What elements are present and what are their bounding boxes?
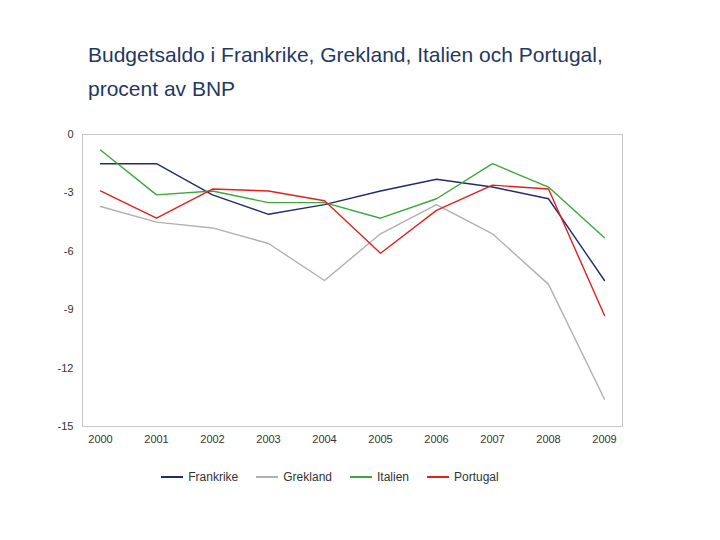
svg-text:2008: 2008 <box>536 433 560 445</box>
html-text:Grekland: Grekland <box>283 470 332 484</box>
svg-text:2000: 2000 <box>88 433 112 445</box>
svg-text:2001: 2001 <box>144 433 168 445</box>
svg-text:2002: 2002 <box>200 433 224 445</box>
svg-text:2003: 2003 <box>256 433 280 445</box>
svg-text:2004: 2004 <box>312 433 336 445</box>
svg-text:-9: -9 <box>64 303 74 315</box>
svg-text:-12: -12 <box>58 362 74 374</box>
html-text:Frankrike: Frankrike <box>188 470 239 484</box>
svg-text:-6: -6 <box>64 245 74 257</box>
svg-text:0: 0 <box>67 128 73 140</box>
html-text:Budgetsaldo i Frankrike, Grekl: Budgetsaldo i Frankrike, Grekland, Itali… <box>88 43 603 100</box>
svg-text:2005: 2005 <box>368 433 392 445</box>
svg-text:-15: -15 <box>58 420 74 432</box>
svg-text:2007: 2007 <box>480 433 504 445</box>
html-text:Portugal: Portugal <box>454 470 499 484</box>
svg-text:-3: -3 <box>64 186 74 198</box>
svg-text:2009: 2009 <box>592 433 616 445</box>
html-text:Italien: Italien <box>377 470 409 484</box>
svg-text:2006: 2006 <box>424 433 448 445</box>
